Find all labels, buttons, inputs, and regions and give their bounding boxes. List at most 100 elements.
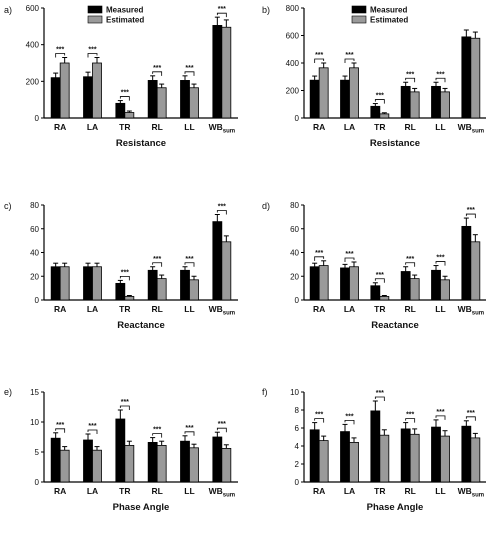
bar-estimated (92, 449, 102, 483)
bar-measured (212, 25, 223, 119)
x-axis-title: Phase Angle (367, 502, 424, 513)
panel-label: f) (262, 387, 268, 397)
bar-measured (115, 418, 126, 483)
panel-label: c) (4, 201, 12, 211)
x-axis-title: Reactance (117, 320, 165, 331)
y-tick-label: 40 (290, 249, 299, 258)
x-tick-label: RL (151, 304, 162, 314)
significance-bracket (216, 427, 227, 433)
y-tick-label: 0 (295, 114, 300, 123)
bar-measured (400, 428, 411, 483)
bar-estimated (409, 433, 420, 483)
x-axis-title: Phase Angle (113, 502, 170, 513)
bar-measured (400, 271, 411, 301)
significance-bracket (55, 428, 66, 433)
y-tick-label: 800 (286, 4, 300, 13)
y-tick-label: 6 (295, 424, 300, 433)
legend-label-measured: Measured (370, 6, 407, 15)
panel-label: e) (4, 387, 12, 397)
significance-label: *** (376, 272, 384, 279)
significance-bracket (374, 396, 385, 401)
legend-swatch-measured (87, 5, 103, 14)
significance-label: *** (376, 390, 384, 397)
bar-measured (340, 431, 350, 483)
bar-measured (309, 429, 320, 483)
bar-measured (50, 77, 61, 119)
bar-estimated (92, 266, 102, 301)
bar-measured (212, 221, 223, 301)
x-tick-label: TR (119, 486, 130, 496)
bar-estimated (440, 279, 450, 301)
bar-estimated (124, 112, 135, 119)
x-tick-label: RL (404, 486, 415, 496)
bar-measured (340, 267, 350, 301)
significance-label: *** (218, 204, 226, 211)
bar-measured (370, 105, 381, 119)
bar-estimated (221, 447, 232, 483)
bar-measured (83, 266, 93, 301)
x-tick-label: TR (374, 122, 385, 132)
y-tick-label: 80 (290, 201, 299, 210)
significance-bracket (119, 96, 130, 101)
x-axis-title: Reactance (371, 320, 419, 331)
bar-measured (431, 269, 441, 301)
significance-bracket (465, 213, 476, 219)
significance-label: *** (436, 409, 444, 416)
significance-bracket (184, 71, 195, 76)
chart-panel-1: a) 0 200 400 600 RA *** LA *** TR *** RL *** LL *** WBs… (4, 4, 238, 149)
legend-label-estimated: Estimated (106, 16, 144, 25)
significance-label: *** (56, 47, 64, 54)
significance-bracket (87, 53, 98, 58)
x-tick-label: RA (313, 486, 325, 496)
x-tick-label: RL (151, 122, 162, 132)
x-tick-label: RA (313, 304, 325, 314)
y-tick-label: 0 (295, 478, 300, 487)
chart-panel-3: c) 0 20 40 60 80 RA LA TR *** RL *** LL *** WBsum *** Re… (4, 201, 238, 331)
significance-bracket (152, 262, 163, 267)
y-tick-label: 15 (30, 388, 39, 397)
significance-bracket (344, 420, 355, 425)
significance-label: *** (345, 413, 353, 420)
bar-measured (147, 441, 158, 483)
bar-estimated (318, 440, 329, 483)
bar-measured (83, 76, 93, 119)
x-tick-label: RA (54, 122, 66, 132)
significance-label: *** (436, 255, 444, 262)
x-tick-label: RA (313, 122, 325, 132)
significance-label: *** (315, 250, 323, 257)
bar-estimated (349, 266, 359, 301)
significance-label: *** (153, 427, 161, 434)
y-tick-label: 20 (30, 272, 39, 281)
significance-label: *** (406, 71, 414, 78)
x-tick-label: LA (87, 122, 98, 132)
bar-measured (340, 79, 350, 119)
bar-measured (180, 269, 190, 301)
bar-estimated (349, 67, 359, 119)
significance-bracket (435, 77, 446, 83)
y-tick-label: 200 (286, 87, 300, 96)
x-axis-title: Resistance (116, 138, 166, 149)
x-tick-label: RA (54, 486, 66, 496)
y-tick-label: 10 (290, 388, 299, 397)
significance-label: *** (436, 71, 444, 78)
y-tick-label: 200 (26, 77, 40, 86)
significance-bracket (184, 262, 195, 267)
bar-measured (309, 266, 320, 301)
x-tick-label: LA (87, 486, 98, 496)
bar-estimated (409, 91, 420, 119)
significance-bracket (314, 418, 325, 423)
bar-estimated (221, 26, 232, 119)
legend-swatch-estimated (87, 15, 103, 24)
significance-bracket (184, 431, 195, 436)
x-tick-label: RA (54, 304, 66, 314)
bar-estimated (470, 37, 481, 119)
y-tick-label: 400 (26, 41, 40, 50)
bar-estimated (440, 91, 450, 119)
significance-label: *** (153, 256, 161, 263)
y-tick-label: 8 (295, 406, 300, 415)
bar-estimated (156, 444, 167, 483)
significance-bracket (405, 418, 416, 423)
panel-label: d) (262, 201, 270, 211)
bar-estimated (124, 444, 135, 483)
